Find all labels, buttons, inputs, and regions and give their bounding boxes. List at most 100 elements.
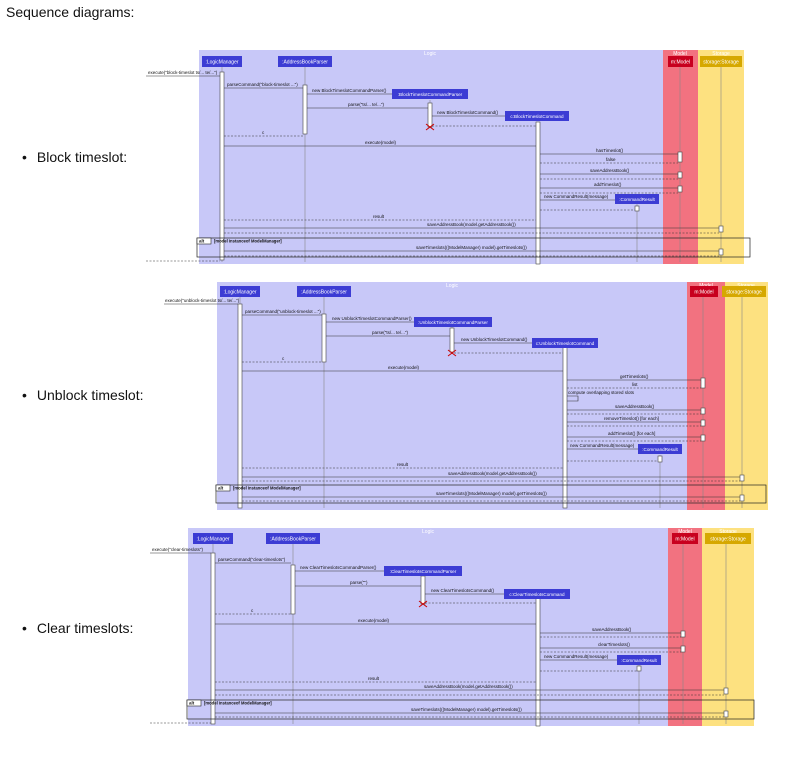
msg-result: result xyxy=(368,676,380,681)
storage-zone xyxy=(702,528,754,726)
storage-box xyxy=(722,286,766,297)
msg-parse: parse("") xyxy=(350,580,368,585)
parser-label: :AddressBookParser xyxy=(270,537,316,543)
alt-label: alt xyxy=(218,486,224,491)
msg-new-result: new CommandResult(message) xyxy=(544,194,609,199)
command-label: c:ClearTimeslotsCommand xyxy=(509,592,565,597)
msg-save-ts: saveTimeslots(((ModelManager) model).get… xyxy=(411,707,522,712)
msg-step-2: false xyxy=(606,157,616,162)
alt-frame xyxy=(215,484,767,504)
msg-execute-model: execute(model) xyxy=(388,365,420,370)
alt-frame xyxy=(196,237,751,258)
parser-box xyxy=(266,533,320,544)
logic-zone xyxy=(188,528,668,726)
page-title: Sequence diagrams: xyxy=(6,4,135,20)
msg-step-6: addTimeslot() [for each] xyxy=(608,431,655,436)
logic-zone-label: Logic xyxy=(424,51,436,57)
storage-label: storage:Storage xyxy=(726,290,762,296)
cmd-parser-label: :BlockTimeslotCommandParser xyxy=(398,92,463,97)
msg-save-ts: saveTimeslots(((ModelManager) model).get… xyxy=(416,245,527,250)
bullet-dot: • xyxy=(22,387,27,403)
result-label: :CommandResult xyxy=(619,197,655,202)
msg-new-command: new ClearTimeslotsCommand() xyxy=(431,588,495,593)
msg-step-1: hasTimeslot() xyxy=(596,148,624,153)
bullet-unblock-timeslot: • Unblock timeslot: xyxy=(22,387,144,403)
logic-zone-label: Logic xyxy=(422,529,434,535)
msg-step-5: removeTimeslot() [for each] xyxy=(604,416,659,421)
msg-execute: execute("block-timeslot ts/... te/...") xyxy=(148,70,218,75)
msg-step-2: clearTimeslots() xyxy=(598,642,630,647)
alt-condition: [model instanceof ModelManager] xyxy=(214,239,282,244)
msg-parse: parse("ts/... te/...") xyxy=(348,102,384,107)
alt-condition: [model instanceof ModelManager] xyxy=(204,701,272,706)
cmd-parser-box xyxy=(414,317,492,327)
result-box xyxy=(617,655,661,665)
command-label: c:BlockTimeslotCommand xyxy=(510,114,564,119)
command-box xyxy=(505,111,569,121)
msg-new-result: new CommandResult(message) xyxy=(570,443,635,448)
model-box xyxy=(668,56,693,67)
model-zone-label: Model xyxy=(673,51,687,57)
model-box xyxy=(672,533,698,544)
msg-result: result xyxy=(397,462,409,467)
msg-step-4: addTimeslot() xyxy=(594,182,622,187)
msg-parse-command: parseCommand("clear-timeslots") xyxy=(218,557,286,562)
alt-condition: [model instanceof ModelManager] xyxy=(233,486,301,491)
logic-manager-label: :LogicManager xyxy=(196,537,229,543)
storage-zone-label: Storage xyxy=(719,529,737,535)
msg-return-c: c xyxy=(262,130,265,135)
logic-manager-box xyxy=(193,533,233,544)
msg-step-2: list xyxy=(632,382,638,387)
logic-manager-label: :LogicManager xyxy=(223,290,256,296)
bullet-label: Clear timeslots: xyxy=(36,620,134,636)
alt-label: alt xyxy=(199,239,205,244)
storage-label: storage:Storage xyxy=(703,60,739,66)
model-label: m:Model xyxy=(671,60,690,66)
cmd-parser-label: :ClearTimeslotsCommandParser xyxy=(390,569,457,574)
model-zone xyxy=(687,282,725,510)
cmd-parser-label: :UnblockTimeslotCommandParser xyxy=(418,320,488,325)
parser-label: :AddressBookParser xyxy=(301,290,347,296)
cmd-parser-box xyxy=(384,566,462,576)
storage-zone xyxy=(725,282,768,510)
parser-box xyxy=(297,286,351,297)
bullet-dot: • xyxy=(22,620,27,636)
bullet-label: Unblock timeslot: xyxy=(36,387,144,403)
cmd-parser-box xyxy=(392,89,468,99)
command-label: c:UnblockTimeslotCommand xyxy=(536,341,595,346)
block-timeslot-diagram: Logic Model Storage :LogicManager :Addre… xyxy=(146,50,751,265)
msg-return-c: c xyxy=(251,608,254,613)
msg-result: result xyxy=(373,214,385,219)
msg-new-command: new BlockTimeslotCommand() xyxy=(437,110,499,115)
result-label: :CommandResult xyxy=(642,447,678,452)
msg-parse-command: parseCommand("unblock-timeslot ...") xyxy=(245,309,321,314)
storage-zone-label: Storage xyxy=(712,51,730,57)
result-box xyxy=(638,444,682,454)
msg-step-4: saveAddressBook() xyxy=(615,404,655,409)
parser-box xyxy=(278,56,332,67)
logic-manager-box xyxy=(202,56,242,67)
unblock-timeslot-diagram: Logic Model Storage :LogicManager :Addre… xyxy=(164,282,768,510)
msg-new-parser: new ClearTimeslotsCommandParser() xyxy=(300,565,377,570)
msg-step-1: getTimeslots() xyxy=(620,374,649,379)
model-zone xyxy=(668,528,702,726)
logic-manager-box xyxy=(220,286,260,297)
msg-save-ab: saveAddressBook(model.getAddressBook()) xyxy=(427,222,516,227)
command-box xyxy=(532,338,598,348)
bullet-clear-timeslots: • Clear timeslots: xyxy=(22,620,133,636)
bullet-dot: • xyxy=(22,149,27,165)
alt-label: alt xyxy=(189,701,195,706)
storage-box xyxy=(705,533,751,544)
result-label: :CommandResult xyxy=(621,658,657,663)
msg-parse: parse("ts/... te/...") xyxy=(372,330,408,335)
msg-step-3: compute overlapping stored slots xyxy=(568,390,635,395)
logic-zone xyxy=(199,50,663,264)
msg-step-3: saveAddressBook() xyxy=(590,168,630,173)
msg-new-result: new CommandResult(message) xyxy=(544,654,609,659)
model-label: m:Model xyxy=(675,537,694,543)
storage-label: storage:Storage xyxy=(710,537,746,543)
msg-execute: execute("unblock-timeslot ts/... te/..."… xyxy=(165,298,240,303)
msg-return-c: c xyxy=(282,356,285,361)
msg-save-ts: saveTimeslots(((ModelManager) model).get… xyxy=(436,491,547,496)
result-box xyxy=(615,194,659,204)
